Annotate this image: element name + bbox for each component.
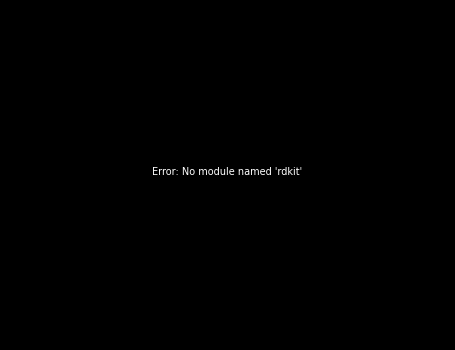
Text: Error: No module named 'rdkit': Error: No module named 'rdkit' [152, 167, 303, 177]
